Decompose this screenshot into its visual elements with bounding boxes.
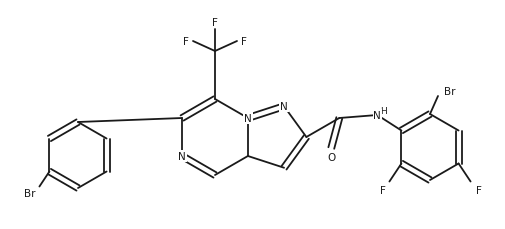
- Text: N: N: [280, 102, 288, 112]
- Text: F: F: [476, 185, 481, 195]
- Text: F: F: [380, 185, 386, 195]
- Text: F: F: [241, 37, 247, 47]
- Text: N: N: [244, 114, 252, 123]
- Text: H: H: [380, 106, 387, 115]
- Text: N: N: [178, 151, 186, 161]
- Text: Br: Br: [24, 189, 35, 199]
- Text: F: F: [183, 37, 189, 47]
- Text: Br: Br: [444, 87, 456, 97]
- Text: N: N: [373, 111, 381, 120]
- Text: F: F: [212, 18, 218, 28]
- Text: O: O: [327, 152, 335, 162]
